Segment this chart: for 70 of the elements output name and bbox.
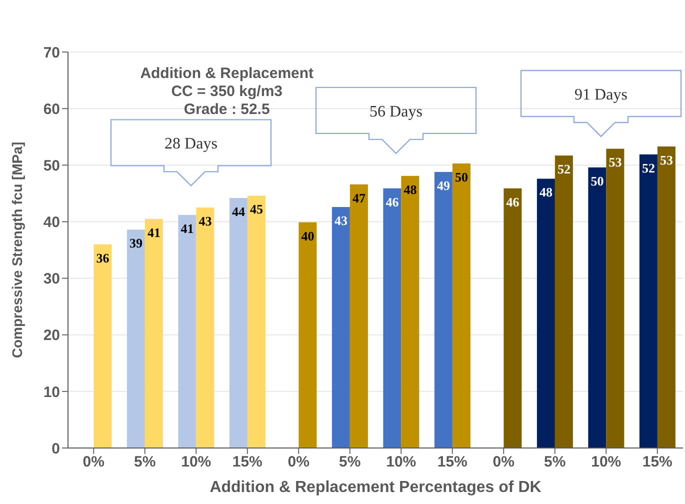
data-label: 41 bbox=[180, 220, 194, 236]
bar bbox=[298, 222, 317, 448]
y-tick-label: 60 bbox=[43, 100, 60, 118]
y-tick-label: 50 bbox=[43, 157, 60, 174]
data-label: 46 bbox=[386, 194, 400, 210]
data-label: 44 bbox=[232, 204, 246, 219]
data-label: 46 bbox=[506, 194, 520, 210]
annotation: Addition & Replacement bbox=[140, 65, 314, 82]
y-axis-title: Compressive Strength fcu [MPa] bbox=[9, 142, 25, 358]
x-tick-label: 0% bbox=[288, 454, 310, 471]
bar bbox=[452, 163, 470, 448]
bar bbox=[401, 176, 420, 448]
data-label: 41 bbox=[147, 224, 160, 240]
y-tick-label: 10 bbox=[43, 384, 60, 401]
data-label: 52 bbox=[642, 160, 655, 176]
x-tick-label: 10% bbox=[181, 454, 212, 471]
data-label: 40 bbox=[301, 228, 314, 244]
x-axis-title: Addition & Replacement Percentages of DK bbox=[210, 479, 542, 496]
bar bbox=[332, 207, 350, 448]
bar bbox=[196, 208, 214, 448]
data-label: 45 bbox=[250, 202, 264, 217]
data-label: 53 bbox=[608, 154, 622, 170]
y-tick-label: 40 bbox=[43, 214, 60, 232]
annotation: 91 Days bbox=[574, 86, 628, 104]
bar bbox=[504, 188, 522, 448]
x-tick-label: 10% bbox=[386, 454, 416, 471]
x-tick-label: 5% bbox=[134, 454, 156, 471]
y-tick-label: 0 bbox=[52, 440, 60, 458]
y-tick-label: 20 bbox=[43, 327, 60, 344]
y-tick-label: 30 bbox=[43, 270, 60, 288]
data-label: 50 bbox=[454, 169, 468, 184]
data-label: 49 bbox=[436, 178, 450, 193]
x-tick-label: 15% bbox=[642, 454, 672, 471]
x-tick-label: 5% bbox=[544, 454, 566, 471]
x-tick-label: 0% bbox=[82, 454, 104, 471]
data-label: 53 bbox=[660, 152, 674, 168]
bar bbox=[247, 196, 266, 448]
data-label: 36 bbox=[96, 250, 110, 266]
data-label: 43 bbox=[198, 214, 212, 229]
bar bbox=[588, 167, 606, 448]
x-tick-label: 15% bbox=[232, 454, 262, 471]
x-tick-label: 0% bbox=[492, 454, 514, 471]
data-label: 48 bbox=[404, 182, 418, 197]
y-tick-label: 70 bbox=[43, 44, 60, 62]
bar bbox=[178, 214, 196, 448]
bar bbox=[94, 244, 112, 448]
annotation: 56 Days bbox=[370, 103, 422, 120]
annotation: Grade : 52.5 bbox=[184, 101, 270, 118]
bar bbox=[350, 184, 368, 448]
x-tick-label: 5% bbox=[339, 454, 361, 471]
data-label: 50 bbox=[590, 173, 604, 188]
annotation: CC = 350 kg/m3 bbox=[171, 83, 283, 100]
bar bbox=[229, 198, 248, 448]
data-label: 43 bbox=[334, 213, 348, 228]
bar bbox=[144, 218, 163, 448]
bar bbox=[554, 156, 573, 448]
data-label: 48 bbox=[539, 184, 553, 200]
annotation: 28 Days bbox=[164, 136, 218, 153]
data-label: 39 bbox=[129, 236, 143, 251]
bar bbox=[639, 154, 658, 448]
bar bbox=[126, 230, 145, 448]
x-tick-label: 10% bbox=[591, 454, 622, 471]
data-label: 52 bbox=[557, 162, 570, 177]
bar bbox=[536, 178, 555, 448]
bar bbox=[657, 146, 676, 448]
bar bbox=[606, 148, 624, 448]
data-label: 47 bbox=[352, 190, 366, 206]
x-tick-label: 15% bbox=[437, 454, 468, 471]
bar bbox=[434, 172, 452, 448]
bar bbox=[383, 188, 402, 448]
